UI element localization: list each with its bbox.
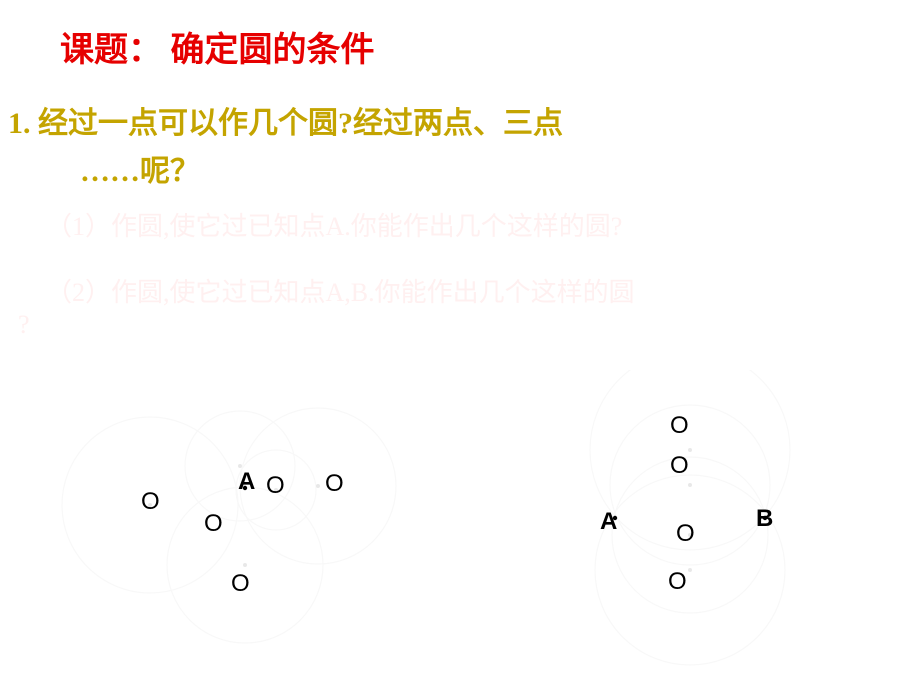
diagram-right-circles [540,370,880,670]
label-O-right-3: O [676,520,695,548]
subquestion-2-line-2: ? [18,310,30,340]
label-O-left-3: O [325,470,344,498]
label-O-right-4: O [668,568,687,596]
question-1-line-2: ……呢？ [80,146,200,190]
label-O-right-1: O [670,412,689,440]
slide-title: 课题： 确定圆的条件 [60,22,375,71]
label-A-left: A [238,468,255,496]
question-1-line-1: 1. 经过一点可以作几个圆?经过两点、三点 [8,98,563,142]
diagram-left-circles [60,370,460,670]
label-O-right-2: O [670,452,689,480]
label-O-left-2: O [266,472,285,500]
subquestion-2-line-1: （2）作圆,使它过已知点A,B.你能作出几个这样的圆 [46,272,635,309]
label-O-left-4: O [204,510,223,538]
label-O-left-5: O [231,570,250,598]
label-A-right: A [600,508,617,536]
subquestion-1: （1）作圆,使它过已知点A.你能作出几个这样的圆? [46,206,622,243]
label-B-right: B [756,505,773,533]
label-O-left-1: O [141,488,160,516]
